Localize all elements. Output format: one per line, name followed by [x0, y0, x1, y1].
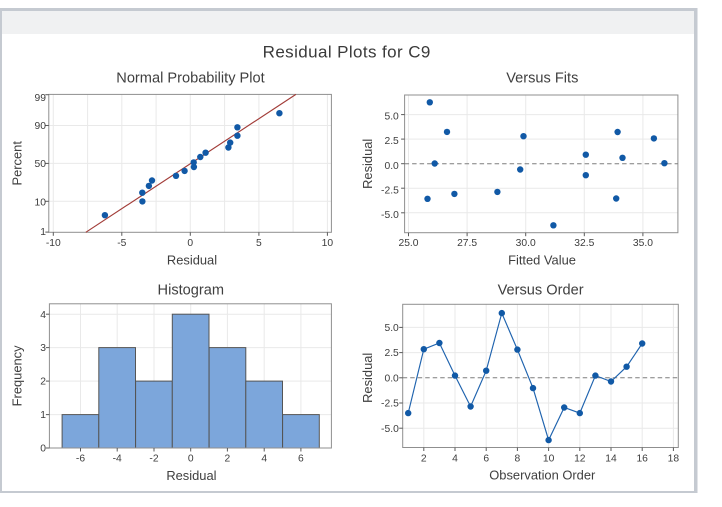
svg-text:1: 1 — [40, 410, 46, 421]
svg-text:Residual: Residual — [360, 139, 375, 189]
svg-text:10: 10 — [543, 454, 555, 465]
svg-text:4: 4 — [452, 454, 458, 465]
svg-text:90: 90 — [35, 121, 47, 132]
svg-text:5: 5 — [256, 238, 262, 249]
svg-text:32.5: 32.5 — [574, 238, 594, 249]
svg-text:50: 50 — [35, 159, 47, 170]
svg-text:18: 18 — [668, 454, 680, 465]
svg-text:Residual: Residual — [166, 468, 216, 483]
svg-text:0: 0 — [188, 454, 194, 465]
svg-text:Frequency: Frequency — [10, 345, 25, 406]
svg-text:2: 2 — [225, 454, 231, 465]
svg-text:6: 6 — [483, 454, 489, 465]
svg-text:-5.0: -5.0 — [381, 424, 399, 435]
svg-text:0.0: 0.0 — [384, 373, 399, 384]
svg-text:-2.5: -2.5 — [381, 399, 399, 410]
svg-text:Observation Order: Observation Order — [489, 467, 596, 482]
svg-text:1: 1 — [40, 227, 46, 238]
svg-text:-2.5: -2.5 — [381, 185, 399, 196]
svg-text:-6: -6 — [76, 454, 85, 465]
svg-text:Versus Order: Versus Order — [498, 283, 584, 299]
svg-text:4: 4 — [40, 310, 46, 321]
svg-text:3: 3 — [40, 343, 46, 354]
svg-text:16: 16 — [636, 454, 648, 465]
svg-text:Histogram: Histogram — [158, 283, 225, 299]
svg-text:8: 8 — [515, 454, 521, 465]
svg-text:-5: -5 — [117, 238, 126, 249]
svg-text:Residual Plots for C9: Residual Plots for C9 — [263, 42, 431, 61]
svg-text:Versus Fits: Versus Fits — [506, 70, 578, 86]
svg-text:2.5: 2.5 — [384, 136, 399, 147]
svg-text:-10: -10 — [46, 238, 61, 249]
svg-text:10: 10 — [322, 238, 334, 249]
svg-text:99: 99 — [35, 93, 47, 104]
svg-text:Fitted Value: Fitted Value — [508, 253, 576, 268]
svg-text:5.0: 5.0 — [384, 112, 399, 123]
svg-text:Residual: Residual — [167, 253, 217, 268]
svg-text:25.0: 25.0 — [398, 238, 418, 249]
svg-text:0: 0 — [40, 444, 46, 455]
svg-text:0.0: 0.0 — [384, 161, 399, 172]
svg-text:2: 2 — [40, 377, 46, 388]
svg-text:35.0: 35.0 — [633, 238, 653, 249]
svg-text:6: 6 — [298, 454, 304, 465]
svg-text:0: 0 — [187, 238, 193, 249]
svg-text:12: 12 — [574, 454, 586, 465]
svg-text:-5.0: -5.0 — [381, 210, 399, 221]
svg-text:30.0: 30.0 — [516, 238, 536, 249]
svg-text:2.5: 2.5 — [384, 348, 399, 359]
svg-text:10: 10 — [35, 197, 47, 208]
svg-text:27.5: 27.5 — [457, 238, 477, 249]
svg-text:2: 2 — [421, 454, 427, 465]
svg-text:4: 4 — [261, 454, 267, 465]
svg-text:14: 14 — [605, 454, 617, 465]
svg-text:5.0: 5.0 — [384, 323, 399, 334]
svg-text:-4: -4 — [113, 454, 122, 465]
svg-text:Percent: Percent — [10, 141, 25, 186]
svg-text:-2: -2 — [149, 454, 158, 465]
svg-text:Normal Probability Plot: Normal Probability Plot — [116, 70, 264, 86]
svg-text:Residual: Residual — [360, 353, 375, 403]
